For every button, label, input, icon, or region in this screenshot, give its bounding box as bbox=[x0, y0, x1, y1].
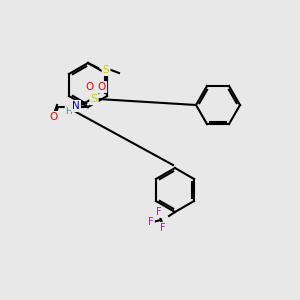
Text: N: N bbox=[72, 101, 80, 111]
Text: F: F bbox=[160, 223, 166, 233]
Text: O: O bbox=[86, 82, 94, 92]
Text: N: N bbox=[72, 101, 80, 111]
Text: S: S bbox=[103, 65, 109, 75]
Text: F: F bbox=[148, 217, 154, 227]
Text: H: H bbox=[66, 106, 72, 116]
Text: O: O bbox=[50, 112, 58, 122]
Text: O: O bbox=[98, 82, 106, 92]
Text: F: F bbox=[156, 207, 162, 217]
Text: S: S bbox=[90, 94, 98, 104]
